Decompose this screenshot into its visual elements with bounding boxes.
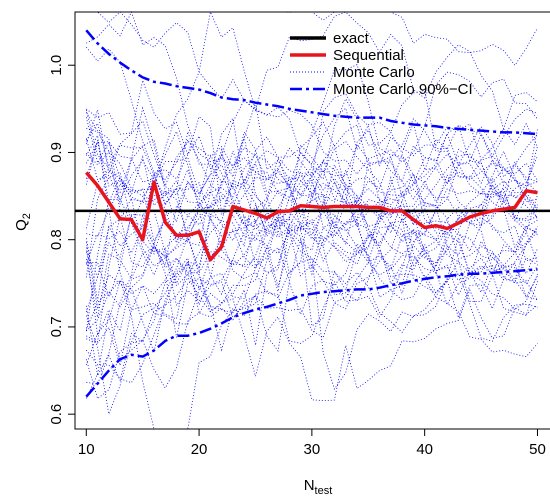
monte-carlo-path xyxy=(86,204,538,366)
confidence-interval-lines xyxy=(85,29,538,398)
monte-carlo-path xyxy=(85,143,538,325)
x-axis-title: Ntest xyxy=(304,477,333,497)
monte-carlo-path xyxy=(85,154,538,294)
sequential-line xyxy=(84,171,538,262)
legend-label-monte-carlo: Monte Carlo xyxy=(333,64,415,81)
monte-carlo-path xyxy=(85,194,538,332)
legend: exact Sequential Monte Carlo Monte Carlo… xyxy=(290,30,473,98)
x-tick-label: 10 xyxy=(78,441,95,458)
y-tick-label: 1.0 xyxy=(48,55,65,76)
monte-carlo-path xyxy=(86,172,538,299)
y-tick-label: 0.8 xyxy=(48,229,65,250)
ci-lower-line xyxy=(85,268,538,398)
plot-frame xyxy=(74,11,550,430)
x-tick-label: 30 xyxy=(304,441,321,458)
x-tick-label: 20 xyxy=(191,441,208,458)
monte-carlo-path xyxy=(86,117,538,267)
sequential-line-group xyxy=(84,171,538,262)
monte-carlo-path xyxy=(85,106,538,227)
x-tick-label: 40 xyxy=(416,441,433,458)
x-tick-label: 50 xyxy=(529,441,546,458)
monte-carlo-path xyxy=(85,141,538,270)
monte-carlo-path xyxy=(85,121,538,243)
monte-carlo-path xyxy=(85,64,538,212)
monte-carlo-path xyxy=(85,202,538,344)
monte-carlo-path xyxy=(86,97,538,246)
y-tick-label: 0.7 xyxy=(48,316,65,337)
y-tick-label: 0.6 xyxy=(48,404,65,425)
x-axis: 10 20 30 40 50 xyxy=(78,429,546,458)
monte-carlo-path xyxy=(85,216,538,399)
ci-upper-line xyxy=(85,29,538,136)
monte-carlo-path xyxy=(86,78,538,224)
y-axis: 0.6 0.7 0.8 0.9 1.0 xyxy=(48,55,75,425)
monte-carlo-path xyxy=(85,171,538,285)
y-axis-title: Q2 xyxy=(13,213,33,231)
legend-label-exact: exact xyxy=(333,30,370,47)
legend-label-sequential: Sequential xyxy=(333,47,404,64)
monte-carlo-path xyxy=(85,183,538,416)
monte-carlo-path xyxy=(86,168,538,311)
monte-carlo-path xyxy=(85,200,538,327)
monte-carlo-path xyxy=(86,10,538,196)
monte-carlo-path xyxy=(85,109,538,265)
y-tick-label: 0.9 xyxy=(48,142,65,163)
legend-label-monte-carlo-ci: Monte Carlo 90%−CI xyxy=(333,81,473,98)
monte-carlo-path xyxy=(85,130,538,243)
monte-carlo-path xyxy=(85,102,538,249)
